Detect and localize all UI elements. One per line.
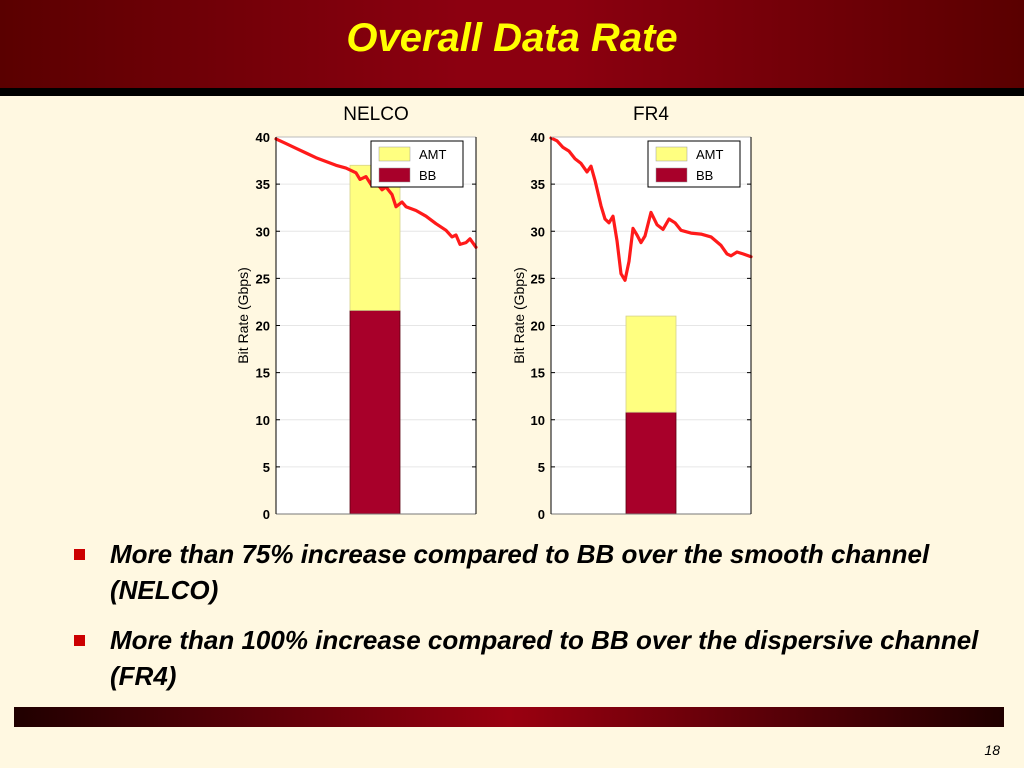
legend-swatch: [655, 146, 688, 162]
y-tick-label: 0: [263, 507, 270, 522]
y-tick-label: 35: [256, 177, 270, 192]
y-tick-label: 40: [531, 130, 545, 145]
title-divider: [0, 88, 1024, 96]
bullet-text: More than 100% increase compared to BB o…: [110, 625, 979, 691]
chart-panel-fr4: 0 5 10 15 20 25 30 35 40 FR4 Bit Rate (Gbps) AMT BB: [511, 104, 753, 522]
y-tick-label: 25: [256, 271, 270, 286]
bullet-item: More than 75% increase compared to BB ov…: [72, 536, 992, 608]
y-tick-label: 5: [538, 460, 545, 475]
bar-bb: [349, 310, 401, 515]
y-tick-label: 10: [256, 413, 270, 428]
y-tick-label: 5: [263, 460, 270, 475]
legend: AMT BB: [370, 140, 464, 188]
y-tick-label: 10: [531, 413, 545, 428]
y-tick-label: 35: [531, 177, 545, 192]
bullet-item: More than 100% increase compared to BB o…: [72, 622, 992, 694]
bullet-list: More than 75% increase compared to BB ov…: [72, 536, 992, 708]
rate-curve: [549, 136, 753, 282]
title-bar: [0, 0, 1024, 88]
legend-label: AMT: [419, 147, 447, 162]
page-number: 18: [984, 742, 1000, 758]
panel-title: FR4: [633, 104, 669, 125]
legend-label: BB: [419, 168, 436, 183]
bullet-square-icon: [74, 635, 85, 646]
legend-swatch: [378, 146, 411, 162]
legend: AMT BB: [647, 140, 741, 188]
slide-title: Overall Data Rate: [346, 16, 678, 60]
legend-swatch: [378, 167, 411, 183]
y-tick-label: 20: [531, 319, 545, 334]
y-axis-label: Bit Rate (Gbps): [511, 267, 527, 363]
chart-panel-nelco: 0 5 10 15 20 25 30 35 40 NELCO Bit Rate (Gbps) AMT B…: [235, 104, 478, 522]
legend-swatch: [655, 167, 688, 183]
y-axis-label: Bit Rate (Gbps): [235, 267, 251, 363]
bar-amt: [625, 315, 677, 413]
y-tick-label: 30: [531, 224, 545, 239]
y-tick-label: 25: [531, 271, 545, 286]
bar-amt: [349, 164, 401, 311]
bullet-text: More than 75% increase compared to BB ov…: [110, 539, 930, 605]
footer-bar: [14, 707, 1004, 727]
panel-title: NELCO: [343, 104, 408, 125]
y-tick-label: 30: [256, 224, 270, 239]
legend-label: BB: [696, 168, 713, 183]
bar-bb: [625, 411, 677, 515]
y-tick-label: 20: [256, 319, 270, 334]
charts-area: 0 5 10 15 20 25 30 35 40 NELCO Bit Rate (Gbps) AMT B…: [235, 104, 753, 522]
bullet-square-icon: [74, 549, 85, 560]
y-tick-label: 0: [538, 507, 545, 522]
legend-label: AMT: [696, 147, 724, 162]
y-tick-label: 40: [256, 130, 270, 145]
y-tick-label: 15: [531, 366, 545, 381]
y-tick-label: 15: [256, 366, 270, 381]
